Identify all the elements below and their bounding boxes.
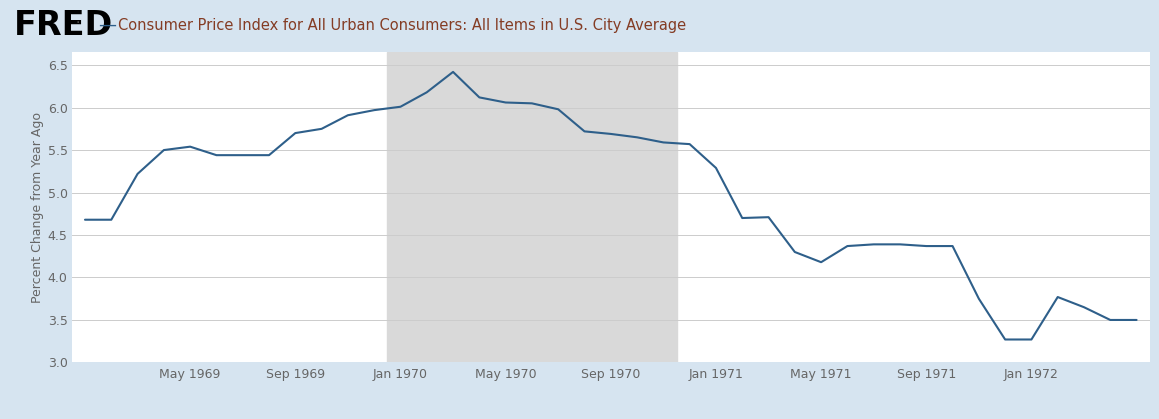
Text: ·: · bbox=[75, 16, 80, 30]
Y-axis label: Percent Change from Year Ago: Percent Change from Year Ago bbox=[30, 112, 44, 303]
Bar bbox=[387, 52, 677, 362]
Text: Consumer Price Index for All Urban Consumers: All Items in U.S. City Average: Consumer Price Index for All Urban Consu… bbox=[118, 18, 686, 33]
Text: FRED: FRED bbox=[14, 8, 114, 41]
Text: —: — bbox=[99, 16, 117, 34]
